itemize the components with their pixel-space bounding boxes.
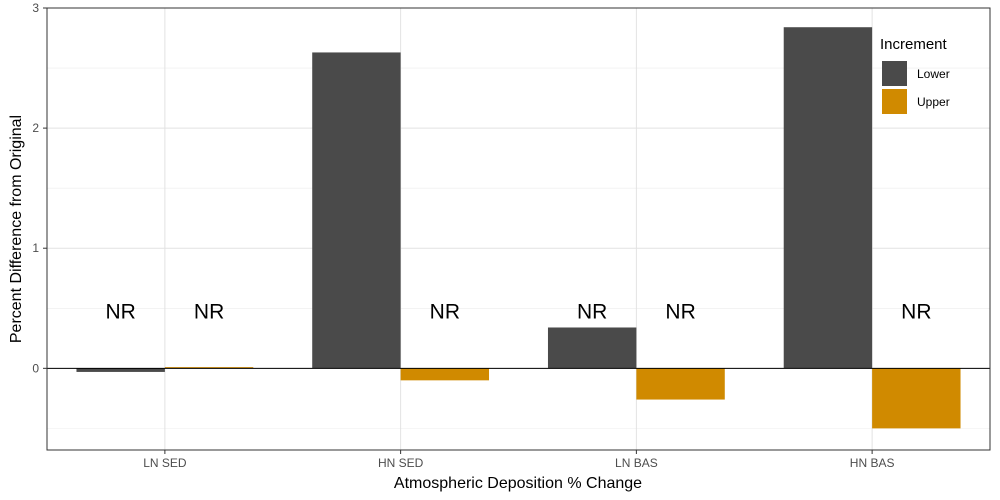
bar-upper-3	[872, 368, 961, 429]
legend-label-upper: Upper	[917, 95, 950, 109]
x-tick-label: LN BAS	[615, 456, 658, 470]
nr-label: NR	[665, 301, 695, 324]
legend-key-upper	[882, 89, 907, 114]
x-tick-label: HN BAS	[850, 456, 895, 470]
nr-label: NR	[577, 301, 607, 324]
bar-lower-1	[312, 52, 401, 369]
nr-label: NR	[106, 301, 136, 324]
bar-lower-0	[76, 368, 165, 372]
x-tick-label: HN SED	[378, 456, 424, 470]
bar-upper-0	[164, 367, 254, 369]
plot-border	[46, 7, 991, 451]
legend: Increment Lower Upper	[880, 36, 950, 114]
y-tick-label: 0	[32, 361, 39, 375]
y-tick-label: 2	[32, 121, 39, 135]
legend-label-lower: Lower	[917, 67, 950, 81]
bars	[76, 27, 961, 429]
x-tick-label: LN SED	[143, 456, 187, 470]
bar-upper-1	[400, 368, 490, 381]
nr-label: NR	[430, 301, 460, 324]
annotations: NR NR NR NR NR NR	[106, 301, 932, 324]
y-tick-label: 3	[32, 1, 39, 15]
x-axis: LN SED HN SED LN BAS HN BAS	[143, 450, 894, 470]
nr-label: NR	[901, 301, 931, 324]
x-axis-title: Atmospheric Deposition % Change	[394, 475, 642, 492]
y-axis-title: Percent Difference from Original	[8, 115, 25, 343]
legend-title: Increment	[880, 36, 948, 53]
nr-label: NR	[194, 301, 224, 324]
bar-lower-2	[547, 327, 637, 369]
bar-lower-3	[783, 27, 873, 369]
legend-key-lower	[882, 61, 907, 86]
y-axis: 0 1 2 3	[32, 1, 47, 375]
bar-upper-2	[636, 368, 725, 400]
y-tick-label: 1	[32, 241, 39, 255]
